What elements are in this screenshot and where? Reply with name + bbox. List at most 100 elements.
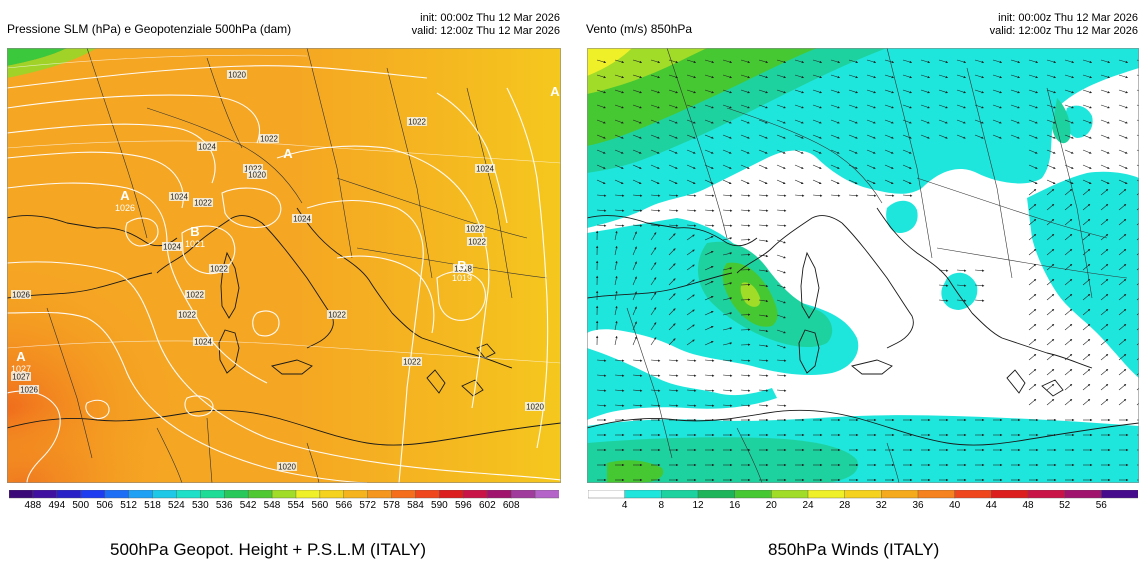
wind-vector-arrow	[1100, 353, 1109, 361]
wind-vector-arrow	[776, 254, 786, 259]
wind-vector-arrow	[776, 149, 786, 154]
geopotential-colorbar-tick-label: 566	[335, 500, 353, 511]
wind-vector-arrow	[1046, 188, 1055, 196]
geopotential-colorbar-tick-label: 542	[239, 500, 257, 511]
wind-vector-arrow	[776, 134, 786, 139]
wind-vector-arrow	[614, 164, 624, 169]
isobar-label: 1024	[293, 215, 311, 224]
wind-vector-arrow	[686, 104, 696, 109]
wind-vector-arrow	[974, 104, 984, 109]
wind-colorbar-tick-label: 32	[875, 500, 887, 511]
wind-vector-arrow	[956, 269, 967, 272]
wind-vector-arrow	[1082, 164, 1092, 169]
geopotential-colorbar-segment	[271, 490, 297, 499]
wind-vector-arrow	[902, 149, 912, 154]
wind-vector-arrow	[1082, 368, 1091, 376]
wind-vector-arrow	[596, 134, 606, 139]
wind-vector-arrow	[776, 74, 786, 79]
geopotential-colorbar-tick-label: 548	[263, 500, 281, 511]
wind-vector-arrow	[686, 264, 695, 271]
wind-vector-arrow	[668, 359, 679, 362]
wind-vector-arrow	[1064, 164, 1074, 169]
wind-vector-arrow	[722, 327, 733, 331]
wind-vector-arrow	[830, 179, 840, 184]
wind-vector-arrow	[974, 89, 984, 94]
wind-vector-arrow	[884, 119, 894, 124]
wind-vector-arrow	[938, 104, 948, 109]
wind-vector-arrow	[686, 404, 697, 407]
wind-vector-arrow	[740, 389, 751, 392]
wind-vector-arrow	[740, 149, 750, 154]
wind-vector-arrow	[866, 134, 876, 139]
left-panel-title: Pressione SLM (hPa) e Geopotenziale 500h…	[7, 22, 292, 36]
country-borders	[46, 48, 548, 483]
wind-vector-arrow	[740, 404, 751, 407]
wind-vector-arrow	[668, 389, 679, 392]
wind-vector-arrow	[758, 254, 769, 258]
wind-vector-arrow	[758, 314, 769, 318]
wind-vector-arrow	[704, 281, 714, 286]
isobar-label-bg	[197, 142, 217, 151]
wind-colorbar-segment	[1064, 490, 1102, 499]
wind-vector-arrow	[812, 104, 822, 109]
wind-vector-arrow	[596, 59, 607, 64]
wind-vector-arrow	[740, 359, 751, 362]
wind-vector-arrow	[596, 104, 606, 109]
wind-vector-arrow	[668, 404, 679, 407]
wind-vector-arrow	[902, 89, 912, 94]
high-pressure-letter: A	[283, 146, 293, 161]
low-pressure-letter: B	[457, 258, 466, 273]
wind-vector-arrow	[1046, 308, 1055, 316]
wind-vector-arrow	[650, 209, 661, 212]
wind-vector-arrow	[884, 164, 894, 169]
isobar-label: 1020	[228, 71, 246, 80]
pressure-center-value: 1021	[185, 239, 205, 249]
wind-colorbar-tick-label: 8	[658, 500, 665, 511]
wind-vector-arrow	[758, 224, 769, 227]
isobar-label: 1026	[12, 291, 30, 300]
wind-vector-arrow	[686, 389, 697, 392]
wind-vector-arrow	[758, 209, 769, 212]
wind-vector-arrow	[632, 321, 637, 331]
wind-vector-arrow	[740, 194, 751, 197]
geopotential-colorbar-segment	[224, 490, 249, 499]
high-pressure-letter: A	[16, 349, 26, 364]
wind-vector-arrow	[1064, 134, 1074, 139]
geopotential-colorbar-segment	[247, 490, 273, 499]
wind-vector-arrow	[1046, 353, 1055, 361]
wind-vector-arrow	[686, 89, 696, 94]
wind-vector-arrow	[668, 233, 676, 241]
wind-vector-arrow	[1136, 282, 1139, 286]
wind-vector-arrow	[686, 359, 697, 362]
isobar-label-bg	[407, 117, 427, 126]
wind-vector-arrow	[740, 134, 750, 139]
wind-vector-arrow	[812, 164, 822, 169]
wind-vector-arrow	[668, 134, 678, 139]
wind-vector-arrow	[1118, 278, 1127, 286]
isobar-label-bg	[11, 290, 31, 299]
wind-vector-arrow	[758, 59, 769, 64]
wind-vector-arrow	[1118, 203, 1127, 211]
wind-vector-arrow	[758, 389, 769, 392]
wind-vector-arrow	[1010, 104, 1020, 109]
wind-vector-arrow	[884, 104, 894, 109]
left-valid-time: valid: 12:00z Thu 12 Mar 2026	[411, 25, 560, 37]
isobar-label-bg	[259, 134, 279, 143]
wind-vector-arrow	[1046, 248, 1055, 256]
wind-vector-arrow	[1136, 327, 1139, 331]
wind-vector-arrow	[866, 104, 876, 109]
wind-vector-arrow	[722, 209, 733, 212]
wind-vector-arrow	[614, 134, 624, 139]
wind-vector-arrow	[866, 194, 877, 197]
wind-vector-arrow	[1118, 188, 1127, 196]
left-panel-caption: 500hPa Geopot. Height + P.S.L.M (ITALY)	[110, 540, 427, 559]
isobar-label: 1024	[194, 338, 212, 347]
geopotential-colorbar-segment	[510, 490, 536, 499]
isobar-label: 1020	[248, 171, 266, 180]
wind-vector-arrow	[614, 305, 618, 316]
wind-vector-arrow	[722, 164, 732, 169]
wind-vector-arrow	[686, 134, 696, 139]
wind-vector-arrow	[758, 104, 768, 109]
wind-vector-arrow	[758, 194, 769, 197]
wind-vector-arrow	[1100, 203, 1109, 211]
